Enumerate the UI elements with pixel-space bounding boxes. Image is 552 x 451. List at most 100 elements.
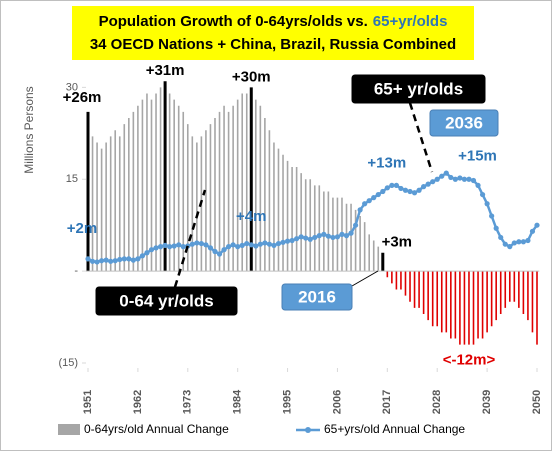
chart-subtitle: 34 OECD Nations + China, Brazil, Russia … [90,36,456,53]
point [139,253,146,259]
bar [323,191,325,272]
x-tick-label: 2006 [331,390,343,414]
legend-label: 0-64yrs/old Annual Change [84,422,229,436]
point [121,256,127,262]
point [289,237,295,244]
bar [214,118,216,272]
point [520,239,526,245]
callout-box [429,109,499,137]
bar [381,252,385,272]
bar [531,271,534,333]
point [126,256,132,262]
point [316,233,322,239]
bar [137,105,139,272]
point [398,185,404,192]
point [330,234,336,241]
bar [499,271,502,314]
point [362,201,368,207]
bar [354,209,357,272]
bar [273,142,275,272]
bar [286,160,289,272]
point [421,184,427,190]
bar [309,179,312,272]
point [498,234,504,241]
annotation: +30m [232,68,271,85]
point [334,234,341,240]
bar [536,271,538,345]
x-tick-label: 2028 [431,390,443,414]
point [407,188,413,195]
point [99,258,105,264]
point [221,247,227,253]
point [475,182,481,188]
annotation: +15m [458,147,497,164]
y-tick-label: - [74,265,78,277]
bar [313,185,316,272]
bar [409,271,411,302]
legend-swatch [305,427,311,433]
bar [295,167,298,272]
point [352,222,359,228]
bar [404,271,407,296]
title-box [72,6,474,60]
callout-pointer [408,102,434,173]
bar [527,271,529,321]
point [198,240,204,247]
bar [259,105,262,272]
point [280,239,286,245]
point [307,236,313,242]
point [235,244,241,250]
x-tick-label: 1973 [182,390,194,414]
callout-box [281,283,353,311]
bar [282,154,284,272]
point [216,251,223,257]
point [384,185,390,191]
callout-text: 65+ yr/olds [374,79,463,98]
point [103,257,109,263]
point [153,245,159,251]
point [230,242,236,248]
point [189,241,195,247]
bar [86,111,90,272]
point [534,222,540,228]
bar [413,271,416,308]
x-tick-label: 2050 [531,390,543,414]
bar [477,271,479,339]
bar [291,167,293,272]
point [516,239,522,245]
point [117,256,123,263]
point [375,191,381,198]
point [271,242,277,248]
bar [128,118,130,272]
point [443,170,449,176]
point [484,201,490,207]
x-tick-label: 1962 [132,390,144,414]
bar [168,93,171,272]
bar [249,87,253,272]
point [248,242,254,248]
bar [459,271,461,345]
callout-box [351,74,486,104]
bar [109,136,112,272]
callout-text: 0-64 yr/olds [119,291,214,310]
annotation: +31m [146,62,185,79]
bar [440,271,443,333]
bar [495,271,497,321]
annotation: +26m [63,89,102,106]
annotation: +3m [382,234,412,251]
annotation: +13m [367,154,406,171]
bar [173,99,175,272]
bar [400,271,402,290]
bar [304,179,307,272]
bar [114,130,117,272]
point [144,250,150,256]
bar [232,105,234,272]
point [430,179,436,185]
callout-box [95,286,238,316]
bar [159,87,162,272]
bar [436,271,439,327]
bar [146,93,148,272]
bar [223,105,225,272]
bar [395,271,398,290]
